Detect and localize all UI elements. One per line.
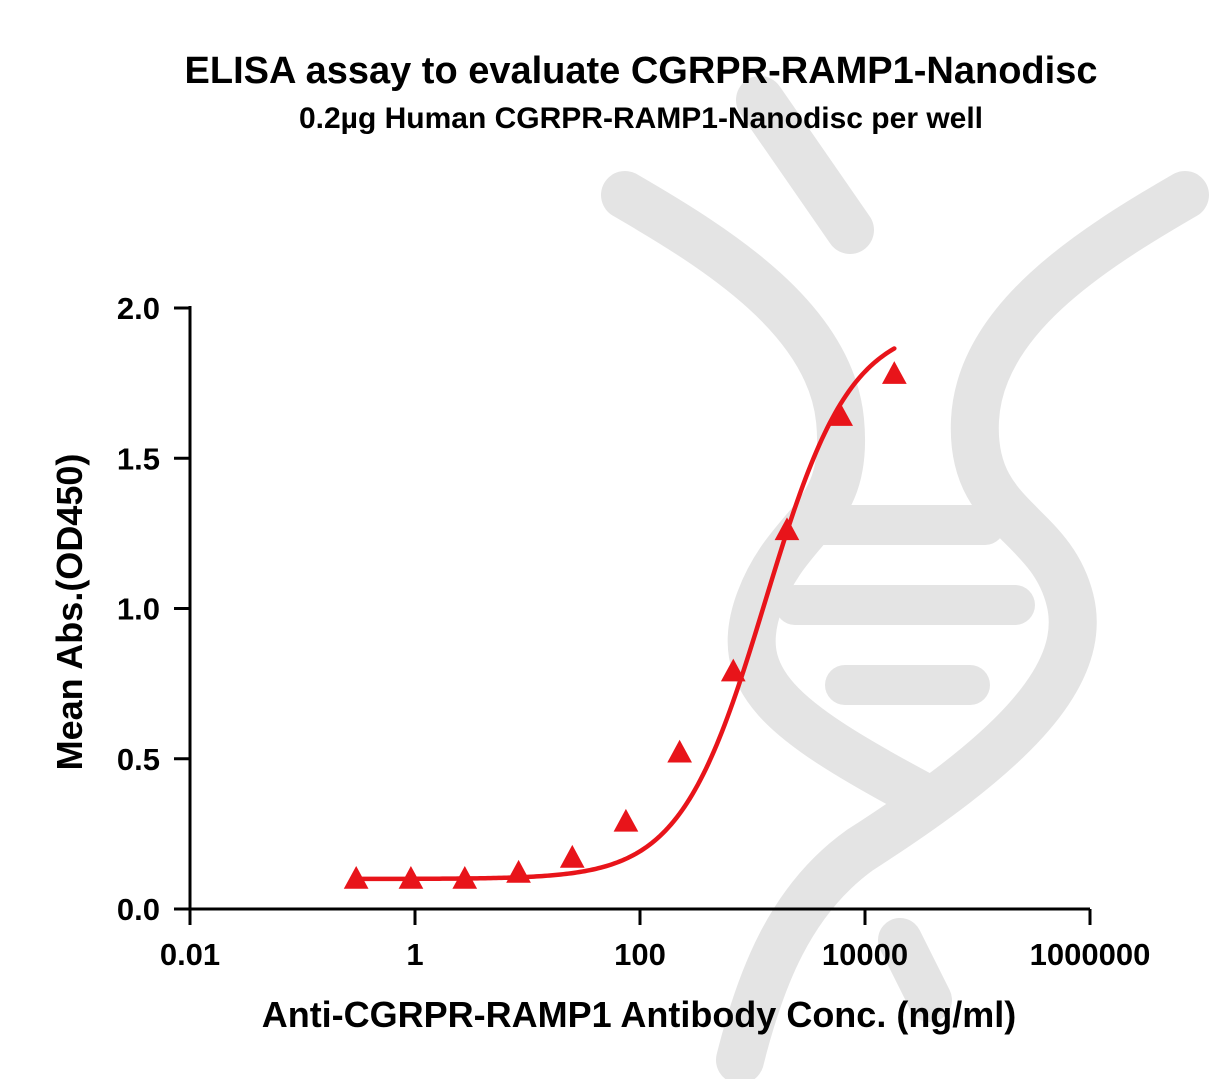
data-point-triangle	[720, 658, 746, 682]
y-tick-label: 2.0	[117, 291, 160, 326]
chart-subtitle: 0.2µg Human CGRPR-RAMP1-Nanodisc per wel…	[299, 102, 983, 135]
data-point-triangle	[828, 403, 853, 426]
fit-curve	[353, 346, 897, 882]
y-tick-label: 0.5	[117, 742, 160, 777]
x-axis-label: Anti-CGRPR-RAMP1 Antibody Conc. (ng/ml)	[262, 994, 1017, 1035]
data-point-triangle	[667, 739, 692, 763]
data-point-triangle	[774, 517, 800, 541]
x-axis-ticks: 0.01 1 100 10000 1000000	[160, 909, 1151, 972]
data-point-triangle	[452, 866, 478, 889]
chart-title: ELISA assay to evaluate CGRPR-RAMP1-Nano…	[185, 50, 1098, 92]
y-tick-label: 1.5	[117, 441, 160, 476]
y-axis-label: Mean Abs.(OD450)	[49, 454, 90, 771]
data-point-triangle	[398, 866, 424, 889]
y-axis-ticks: 0.0 0.5 1.0 1.5 2.0	[117, 291, 190, 927]
x-tick-label: 10000	[822, 937, 908, 972]
data-point-triangle	[882, 361, 907, 384]
x-tick-label: 0.01	[160, 937, 220, 972]
data-point-triangle	[343, 866, 369, 889]
data-point-triangle	[506, 859, 531, 883]
y-tick-label: 0.0	[117, 892, 160, 927]
data-points	[343, 361, 907, 889]
x-tick-label: 100	[614, 937, 666, 972]
x-tick-label: 1000000	[1030, 937, 1151, 972]
dna-watermark-logo	[601, 76, 1209, 1079]
y-tick-label: 1.0	[117, 592, 160, 627]
x-tick-label: 1	[406, 937, 423, 972]
data-point-triangle	[559, 844, 585, 868]
data-point-triangle	[613, 808, 639, 832]
